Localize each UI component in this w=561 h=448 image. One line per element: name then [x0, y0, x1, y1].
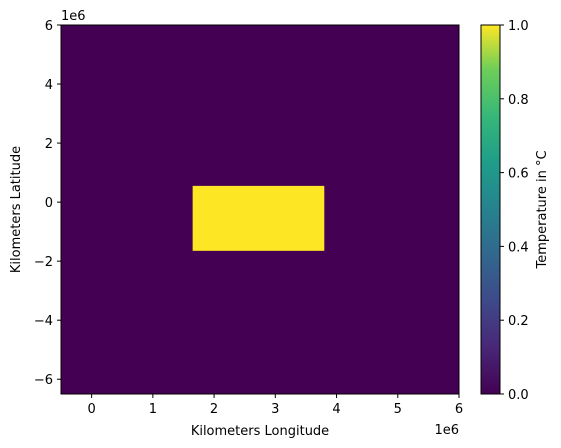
y-tick-label: 2	[45, 137, 53, 152]
colorbar-tick-label: 0.0	[508, 388, 529, 403]
plot-area	[60, 24, 460, 395]
colorbar-tick-label: 1.0	[508, 19, 529, 34]
y-axis: −6 −4 −2 0 2 4 6	[34, 19, 61, 388]
y-tick-label: 0	[45, 196, 53, 211]
y-offset-label: 1e6	[61, 9, 86, 24]
colorbar-label: Temperature in °C	[535, 150, 550, 269]
x-tick-label: 6	[455, 402, 463, 417]
x-tick-label: 5	[394, 402, 402, 417]
y-tick-label: −2	[34, 255, 53, 270]
x-tick-label: 4	[332, 402, 340, 417]
colorbar-gradient	[480, 24, 501, 395]
x-tick-label: 3	[271, 402, 279, 417]
heatmap-region	[192, 185, 325, 251]
colorbar-ticks: 0.0 0.2 0.4 0.6 0.8 1.0	[500, 19, 529, 403]
y-tick-label: 6	[45, 19, 53, 34]
colorbar-tick-label: 0.6	[508, 167, 529, 182]
colorbar-tick-label: 0.8	[508, 93, 529, 108]
x-axis: 0 1 2 3 4 5 6	[87, 394, 463, 417]
x-tick-label: 1	[149, 402, 157, 417]
x-axis-label: Kilometers Longitude	[191, 424, 329, 439]
y-axis-label: Kilometers Latitude	[9, 146, 24, 273]
y-tick-label: −6	[34, 373, 53, 388]
x-tick-label: 2	[210, 402, 218, 417]
x-offset-label: 1e6	[434, 423, 459, 438]
heatmap-regions	[192, 185, 325, 251]
y-tick-label: −4	[34, 314, 53, 329]
plot-frame	[60, 24, 460, 395]
colorbar: 0.0 0.2 0.4 0.6 0.8 1.0 Temperature in °C	[480, 19, 550, 403]
colorbar-tick-label: 0.4	[508, 240, 529, 255]
colorbar-tick-label: 0.2	[508, 314, 529, 329]
x-tick-label: 0	[87, 402, 95, 417]
y-tick-label: 4	[45, 78, 53, 93]
